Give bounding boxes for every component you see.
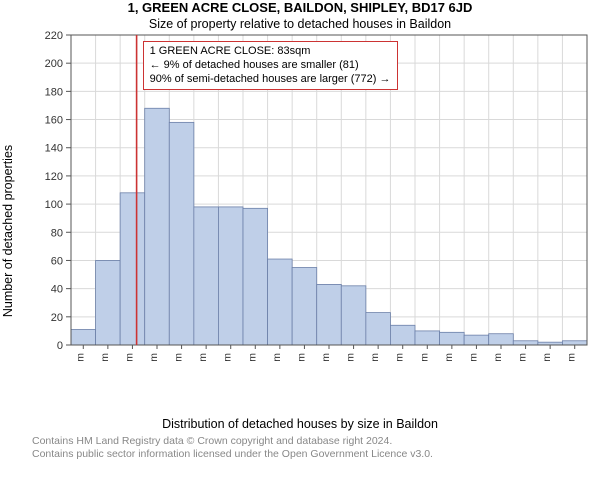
page-subtitle: Size of property relative to detached ho… — [0, 17, 600, 31]
svg-text:366sqm: 366sqm — [517, 353, 529, 361]
svg-text:60: 60 — [51, 255, 63, 267]
svg-text:402sqm: 402sqm — [566, 353, 578, 361]
svg-text:134sqm: 134sqm — [197, 353, 209, 361]
annotation-line-2: ← 9% of detached houses are smaller (81) — [150, 59, 391, 73]
svg-text:223sqm: 223sqm — [320, 353, 332, 361]
svg-text:62sqm: 62sqm — [99, 353, 111, 361]
y-axis-label: Number of detached properties — [1, 145, 15, 317]
svg-text:295sqm: 295sqm — [418, 353, 430, 361]
svg-text:330sqm: 330sqm — [467, 353, 479, 361]
svg-text:200: 200 — [45, 58, 63, 70]
svg-text:40: 40 — [51, 284, 63, 296]
svg-text:384sqm: 384sqm — [541, 353, 553, 361]
svg-text:220: 220 — [45, 31, 63, 42]
svg-text:116sqm: 116sqm — [173, 353, 185, 361]
svg-text:160: 160 — [45, 115, 63, 127]
footer-line-1: Contains HM Land Registry data © Crown c… — [32, 435, 592, 448]
svg-text:241sqm: 241sqm — [345, 353, 357, 361]
svg-text:100: 100 — [45, 199, 63, 211]
svg-text:277sqm: 277sqm — [394, 353, 406, 361]
svg-text:44sqm: 44sqm — [74, 353, 86, 361]
svg-text:187sqm: 187sqm — [271, 353, 283, 361]
chart-container: Number of detached properties 0 20 40 60 80 1… — [0, 31, 600, 431]
svg-text:348sqm: 348sqm — [492, 353, 504, 361]
svg-text:20: 20 — [51, 312, 63, 324]
svg-text:98sqm: 98sqm — [148, 353, 160, 361]
svg-text:259sqm: 259sqm — [369, 353, 381, 361]
svg-text:151sqm: 151sqm — [222, 353, 234, 361]
svg-text:169sqm: 169sqm — [246, 353, 258, 361]
svg-text:120: 120 — [45, 171, 63, 183]
svg-text:140: 140 — [45, 143, 63, 155]
x-axis-label: Distribution of detached houses by size … — [0, 417, 600, 431]
svg-text:80: 80 — [51, 227, 63, 239]
svg-text:205sqm: 205sqm — [295, 353, 307, 361]
svg-text:313sqm: 313sqm — [443, 353, 455, 361]
footer-line-2: Contains public sector information licen… — [32, 448, 592, 461]
page-title: 1, GREEN ACRE CLOSE, BAILDON, SHIPLEY, B… — [0, 0, 600, 15]
svg-text:0: 0 — [57, 340, 63, 352]
annotation-line-1: 1 GREEN ACRE CLOSE: 83sqm — [150, 45, 391, 59]
annotation-line-3: 90% of semi-detached houses are larger (… — [150, 73, 391, 87]
svg-text:180: 180 — [45, 86, 63, 98]
marker-annotation: 1 GREEN ACRE CLOSE: 83sqm ← 9% of detach… — [143, 41, 398, 90]
svg-text:80sqm: 80sqm — [123, 353, 135, 361]
